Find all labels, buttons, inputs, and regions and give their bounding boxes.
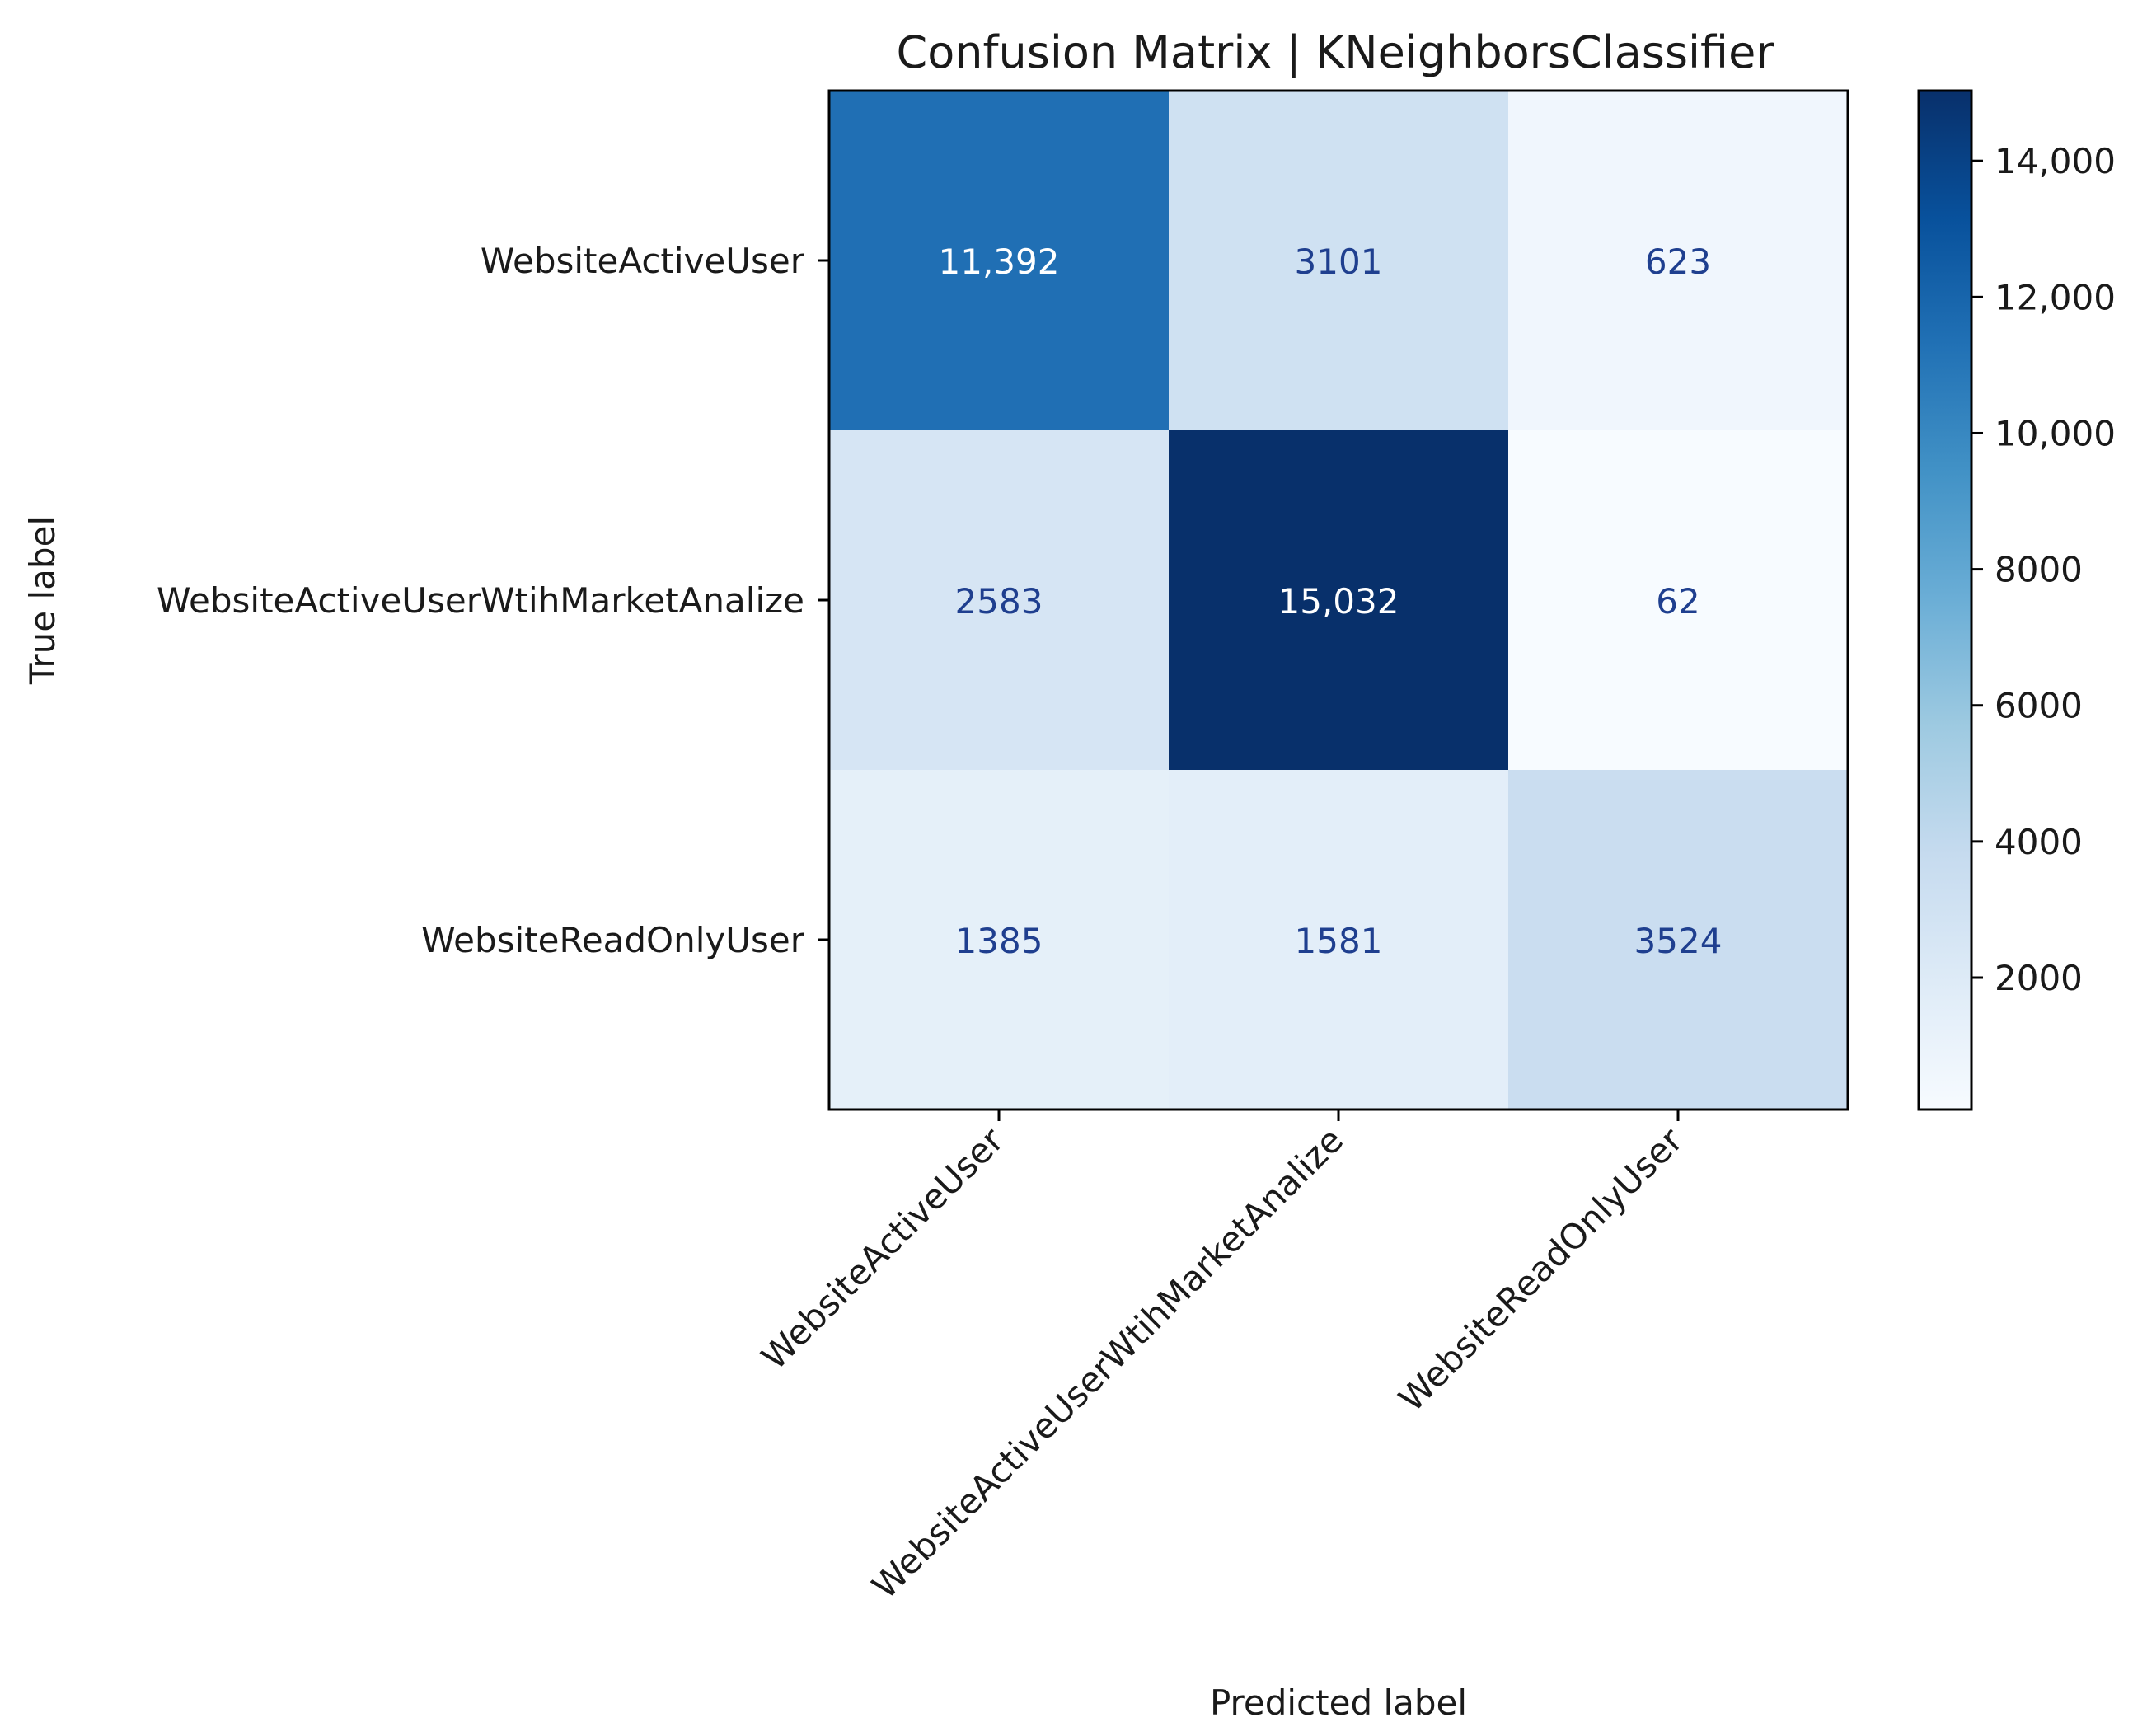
colorbar-tick-label: 2000 [1995, 958, 2083, 998]
cell-value-label-r1-c1: 15,032 [1278, 581, 1399, 622]
heatmap-cell-r0-c0 [829, 91, 1170, 431]
colorbar-ticks: 2000 4000 6000 8000 10,000 12,000 14,000 [1971, 141, 2116, 998]
heatmap-cell-r2-c1 [1169, 770, 1509, 1110]
heatmap-cell-r0-c2 [1508, 91, 1849, 431]
colorbar-tick-label: 12,000 [1995, 277, 2116, 317]
cell-value-label-r1-c2: 62 [1656, 581, 1699, 622]
heatmap-cells [829, 91, 1849, 1110]
colorbar-tick-label: 8000 [1995, 550, 2083, 590]
cell-value-label-r0-c1: 3101 [1295, 242, 1383, 282]
cell-value-label-r1-c0: 2583 [955, 581, 1043, 622]
cell-value-label-r2-c0: 1385 [955, 921, 1043, 961]
heatmap-cell-labels: 11,392 3101 623 2583 15,032 62 1385 1581 3524 [939, 242, 1723, 961]
colorbar-tick-label: 4000 [1995, 822, 2083, 862]
heatmap-cell-r1-c2 [1508, 430, 1849, 771]
y-tick-label: WebsiteActiveUserWtihMarketAnalize [157, 580, 804, 621]
colorbar-tick-label: 10,000 [1995, 413, 2116, 453]
heatmap-cell-r2-c2 [1508, 770, 1849, 1110]
x-tick-label: WebsiteActiveUser [753, 1119, 1011, 1377]
x-tick-labels: WebsiteActiveUserWebsiteActiveUserWtihMa… [753, 1110, 1691, 1607]
colorbar-tick-label: 6000 [1995, 686, 2083, 726]
y-axis-label: True label [22, 516, 63, 685]
y-tick-label: WebsiteActiveUser [481, 241, 805, 281]
cell-value-label-r0-c0: 11,392 [939, 242, 1060, 282]
y-tick-labels: WebsiteActiveUser WebsiteActiveUserWtihMa… [157, 241, 829, 960]
x-axis-label: Predicted label [1210, 1682, 1467, 1723]
chart-title: Confusion Matrix | KNeighborsClassifier [897, 26, 1775, 78]
heatmap-cell-r2-c0 [829, 770, 1170, 1110]
heatmap-cell-r1-c1 [1169, 430, 1509, 771]
x-tick-label: WebsiteReadOnlyUser [1391, 1119, 1691, 1419]
heatmap-cell-r1-c0 [829, 430, 1170, 771]
colorbar [1917, 89, 1973, 1111]
cell-value-label-r2-c2: 3524 [1634, 921, 1723, 961]
cell-value-label-r2-c1: 1581 [1295, 921, 1383, 961]
colorbar-tick-label: 14,000 [1995, 141, 2116, 181]
y-tick-label: WebsiteReadOnlyUser [421, 920, 805, 960]
heatmap-cell-r0-c1 [1169, 91, 1509, 431]
cell-value-label-r0-c2: 623 [1645, 242, 1711, 282]
